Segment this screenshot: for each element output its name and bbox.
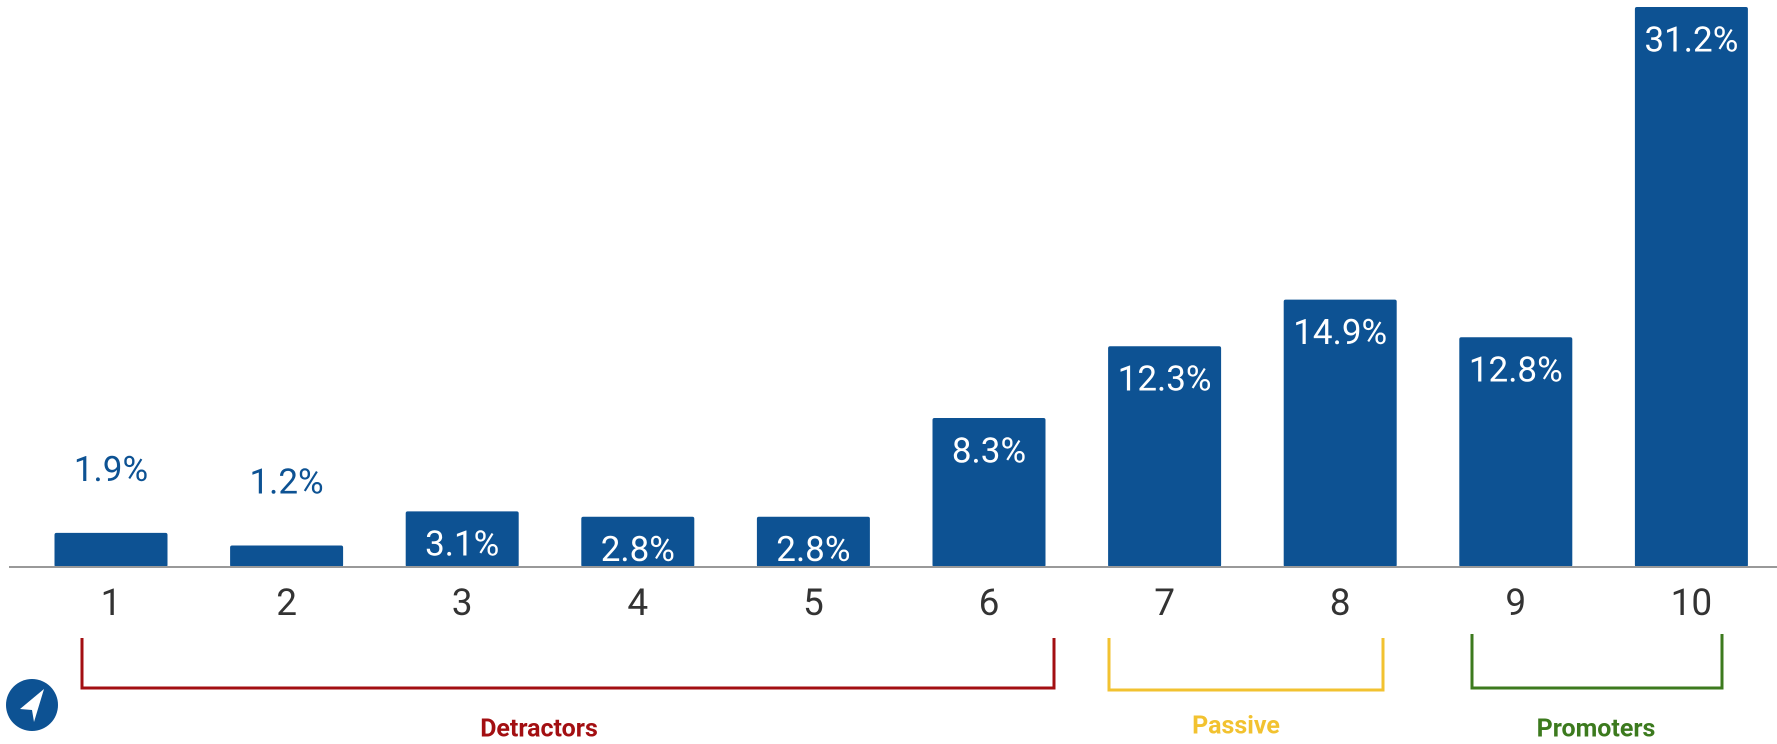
nav-icon[interactable] (6, 679, 58, 731)
x-tick-label: 4 (627, 582, 648, 625)
bar (1634, 7, 1748, 567)
value-label: 31.2% (1644, 19, 1738, 60)
x-tick-label: 6 (979, 582, 1000, 625)
bar (405, 511, 519, 567)
bar (581, 516, 695, 567)
x-tick-label: 5 (803, 582, 824, 625)
bar (1459, 337, 1573, 567)
bar (1108, 346, 1222, 567)
x-tick-label: 9 (1505, 582, 1526, 625)
x-tick-label: 7 (1154, 582, 1175, 625)
bar (54, 532, 168, 567)
value-label: 2.8% (776, 529, 850, 570)
group-label: Promoters (1537, 715, 1656, 744)
x-tick-label: 8 (1330, 582, 1351, 625)
group-bracket (1107, 638, 1385, 692)
value-label: 1.9% (74, 449, 148, 490)
value-label: 2.8% (601, 529, 675, 570)
value-label: 12.8% (1469, 350, 1563, 391)
value-label: 1.2% (249, 462, 323, 503)
value-label: 14.9% (1293, 312, 1387, 353)
x-tick-label: 10 (1671, 582, 1713, 625)
bar (756, 516, 870, 567)
bar (932, 418, 1046, 567)
x-tick-label: 3 (452, 582, 473, 625)
value-label: 12.3% (1118, 358, 1212, 399)
x-tick-label: 1 (101, 582, 122, 625)
group-bracket (80, 638, 1056, 690)
bar (230, 545, 344, 567)
value-label: 3.1% (425, 524, 499, 565)
x-tick-label: 2 (276, 582, 297, 625)
value-label: 8.3% (952, 430, 1026, 471)
group-label: Passive (1192, 712, 1280, 741)
bar (1283, 299, 1397, 567)
group-bracket (1470, 634, 1724, 690)
group-label: Detractors (480, 715, 598, 744)
